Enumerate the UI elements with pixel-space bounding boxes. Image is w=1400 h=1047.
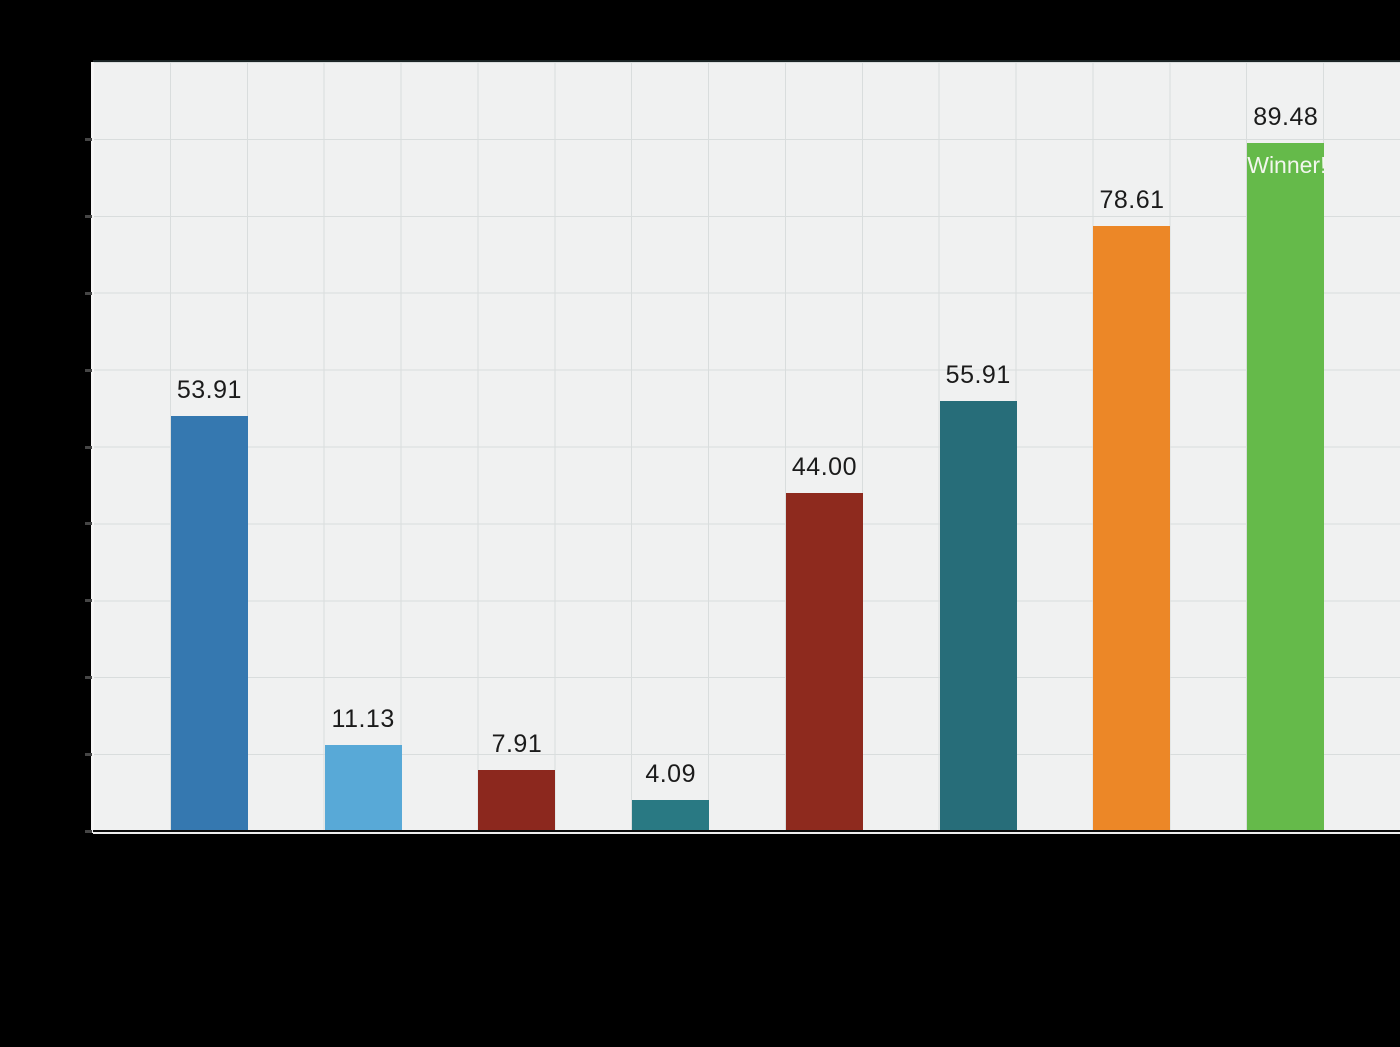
y-axis-tick [85,291,92,295]
bar-value-label: 44.00 [791,453,857,481]
bar-2 [478,770,556,831]
bar-value-label: 89.48 [1253,103,1319,131]
top-spine [93,60,1400,62]
x-axis-spine [93,832,1400,834]
bar-value-label: 7.91 [491,730,543,758]
bar-value-label: 53.91 [176,376,242,404]
y-axis-tick [85,599,92,603]
bar-0 [170,416,248,831]
y-axis-tick [85,676,92,680]
bar-3 [632,800,710,831]
bar-5 [939,401,1017,831]
bar-6 [1093,226,1171,831]
plot-area: 53.91 11.13 7.91 4.09 44.00 55.91 78.61 Winner!… [93,62,1400,831]
bar-1 [324,745,402,831]
x-axis-line [93,830,1400,832]
y-axis-tick [85,137,92,141]
y-axis-tick [85,368,92,372]
bar-value-label: 78.61 [1099,186,1165,214]
bar-annotation: Winner! [1247,152,1327,178]
bar-value-label: 4.09 [645,760,697,788]
y-axis-spine [91,62,94,833]
bar-7: Winner! [1247,143,1327,831]
bar-value-label: 55.91 [945,361,1011,389]
y-axis-tick [85,830,92,833]
y-axis-tick [85,522,92,526]
y-axis-tick [85,214,92,218]
y-axis-tick [85,753,92,757]
bar-4 [785,493,863,831]
y-axis-tick [85,445,92,449]
bar-value-label: 11.13 [331,705,395,733]
